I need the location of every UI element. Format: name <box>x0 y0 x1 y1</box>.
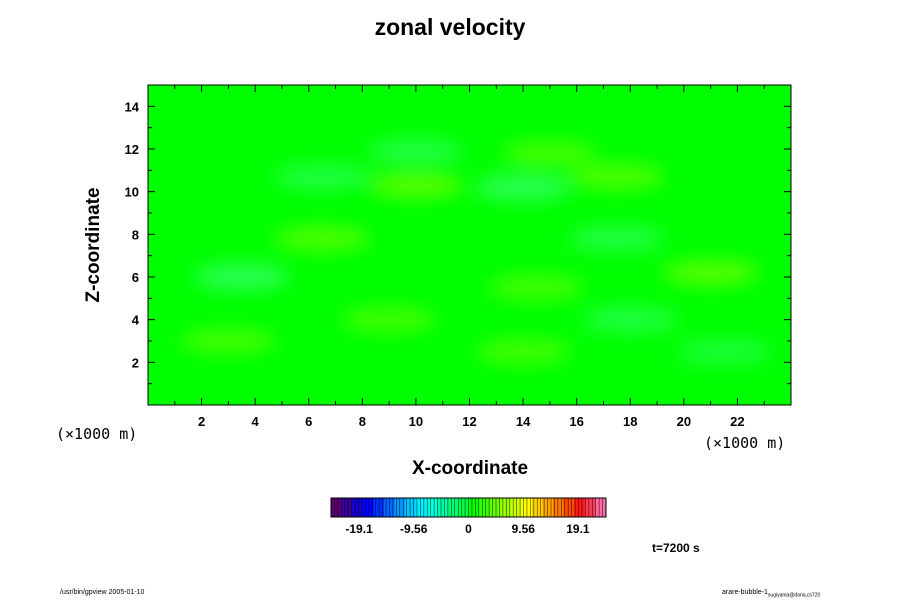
x-tick-label: 18 <box>623 414 637 429</box>
colorbar-tick-label: 0 <box>465 522 472 536</box>
colorbar-swatch <box>489 498 501 517</box>
x-tick-label: 20 <box>677 414 691 429</box>
colorbar-tick-label: -19.1 <box>345 522 373 536</box>
y-axis-label: Z-coordinate <box>83 187 104 303</box>
x-tick-label: 16 <box>569 414 583 429</box>
field-anomaly <box>193 264 290 290</box>
x-tick-label: 8 <box>359 414 366 429</box>
colorbar-swatch <box>553 498 565 517</box>
x-tick-label: 4 <box>252 414 260 429</box>
y-tick-label: 6 <box>132 270 139 285</box>
field-anomaly <box>501 140 598 167</box>
colorbar-swatch <box>595 498 607 517</box>
field-anomaly <box>568 225 665 252</box>
x-scale-label: (×1000 m) <box>704 434 786 452</box>
field-anomaly <box>662 259 759 286</box>
x-tick-label: 14 <box>516 414 531 429</box>
colorbar-swatch <box>500 498 512 517</box>
colorbar-swatch <box>563 498 575 517</box>
colorbar-swatch <box>352 498 364 517</box>
field-anomaly <box>274 163 371 190</box>
x-tick-label: 12 <box>462 414 476 429</box>
footer-right-sub: sugiyama@dana,cs720 <box>767 592 821 599</box>
colorbar-swatch <box>373 498 385 517</box>
colorbar-swatch <box>415 498 427 517</box>
colorbar-tick-label: 9.56 <box>512 522 536 536</box>
field-anomaly <box>367 172 464 199</box>
field-anomalies <box>180 138 773 365</box>
y-axis-ticks: 2 4 6 8 10 12 14 <box>125 99 791 385</box>
y-tick-label: 12 <box>125 142 139 157</box>
field-anomaly <box>475 338 572 365</box>
x-tick-label: 10 <box>409 414 423 429</box>
colorbar-swatch <box>542 498 554 517</box>
field-anomaly <box>475 174 572 201</box>
colorbar-swatch <box>341 498 353 517</box>
field-anomaly <box>582 306 679 333</box>
y-tick-label: 2 <box>132 355 139 370</box>
field-anomaly <box>488 274 585 301</box>
footer-right-label: arare-bubble-1sugiyama@dana,cs720 <box>722 589 820 598</box>
y-scale-label: (×1000 m) <box>56 425 138 443</box>
x-tick-label: 22 <box>730 414 744 429</box>
time-label: t=7200 s <box>652 541 700 555</box>
y-tick-label: 8 <box>132 227 139 242</box>
colorbar-swatch <box>468 498 480 517</box>
colorbar-swatch <box>436 498 448 517</box>
y-tick-label: 4 <box>132 313 140 328</box>
colorbar-swatch <box>405 498 417 517</box>
colorbar-swatch <box>457 498 469 517</box>
colorbar-tick-label: -9.56 <box>400 522 428 536</box>
colorbar-swatch <box>479 498 491 517</box>
y-tick-label: 14 <box>125 99 140 114</box>
x-axis-label: X-coordinate <box>411 458 529 479</box>
colorbar-swatch <box>510 498 522 517</box>
colorbar-tick-label: 19.1 <box>566 522 590 536</box>
chart-title: zonal velocity <box>374 14 526 40</box>
colorbar-frame <box>330 497 607 518</box>
colorbar-swatch <box>584 498 596 517</box>
field-anomaly <box>568 163 665 190</box>
x-tick-label: 2 <box>198 414 205 429</box>
field-anomaly <box>367 138 464 165</box>
heatmap-field <box>148 85 791 405</box>
y-tick-label: 10 <box>125 185 139 200</box>
field-anomaly <box>274 225 371 252</box>
footer-left-label: /usr/bin/gpview 2005-01-10 <box>60 589 145 596</box>
colorbar-swatch <box>331 498 342 517</box>
x-axis-ticks: 2 4 6 8 10 12 14 16 18 20 22 <box>174 85 765 429</box>
field-anomaly <box>341 306 438 333</box>
colorbar: -19.1 -9.56 0 9.56 19.1 <box>330 497 607 536</box>
field-anomaly <box>180 328 277 354</box>
colorbar-swatch <box>426 498 438 517</box>
field-anomaly <box>676 338 773 365</box>
colorbar-swatch <box>362 498 374 517</box>
footer-right-main: arare-bubble-1 <box>722 589 768 596</box>
colorbar-swatch <box>574 498 586 517</box>
x-tick-label: 6 <box>305 414 312 429</box>
colorbar-swatch <box>447 498 459 517</box>
